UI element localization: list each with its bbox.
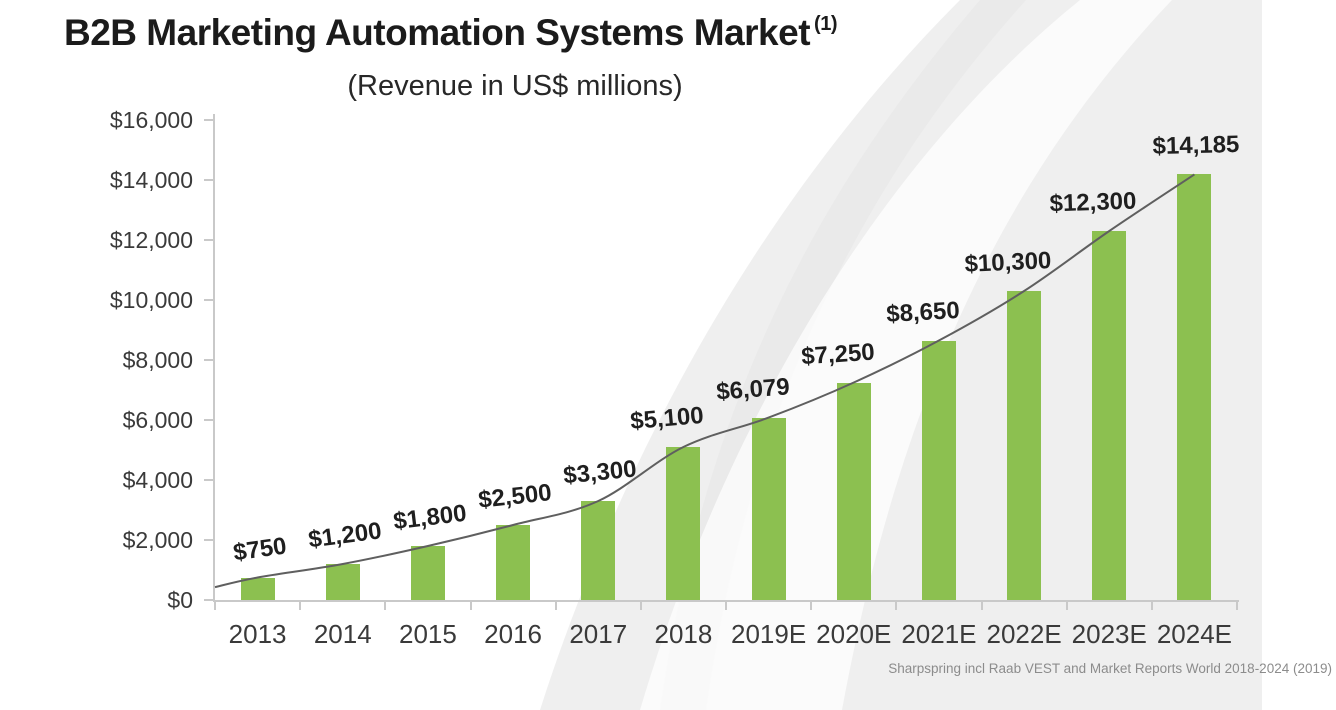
bar-value-label: $7,250 [800, 338, 876, 370]
x-tick [384, 602, 387, 610]
y-tick [204, 119, 213, 121]
x-tick-label: 2016 [484, 619, 542, 649]
bar-2020E [836, 382, 871, 600]
x-tick [1150, 602, 1153, 610]
x-tick-label: 2023E [1071, 619, 1147, 649]
x-tick-label: 2015 [398, 619, 457, 649]
bar-2013 [240, 577, 275, 600]
x-tick-label: 2017 [569, 619, 628, 649]
source-citation: Sharpspring incl Raab VEST and Market Re… [888, 661, 1332, 676]
y-axis [213, 114, 215, 602]
y-tick [204, 239, 213, 241]
bar-2023E [1092, 231, 1127, 600]
y-tick-label: $16,000 [109, 107, 193, 133]
x-tick-label: 2022E [986, 619, 1062, 649]
bar-value-label: $8,650 [885, 296, 961, 328]
x-tick-label: 2020E [816, 619, 892, 649]
bar-2024E [1177, 174, 1212, 600]
y-tick-label: $4,000 [122, 467, 193, 493]
bar-2021E [921, 340, 956, 600]
bar-value-label: $14,185 [1152, 131, 1241, 161]
x-tick [554, 602, 557, 610]
bar-2022E [1007, 291, 1042, 600]
title-footnote-marker: (1) [814, 12, 837, 35]
x-tick-label: 2024E [1156, 619, 1232, 649]
y-tick [204, 179, 213, 181]
page-title-text: B2B Marketing Automation Systems Market [64, 12, 811, 53]
y-tick [204, 419, 213, 421]
x-tick [980, 602, 983, 610]
y-tick-label: $10,000 [109, 287, 193, 313]
y-tick-label: $2,000 [122, 527, 193, 553]
y-tick [204, 299, 213, 301]
y-tick-label: $0 [167, 587, 193, 613]
x-tick [469, 602, 472, 610]
x-tick-label: 2021E [901, 619, 977, 649]
x-tick [725, 602, 727, 610]
x-tick [639, 602, 642, 610]
x-tick-label: 2014 [313, 619, 372, 649]
x-tick [810, 602, 813, 610]
x-tick [299, 602, 302, 610]
x-tick-label: 2013 [228, 619, 287, 649]
y-tick-label: $8,000 [122, 347, 193, 373]
bar-2019E [751, 417, 786, 600]
page-title: B2B Marketing Automation Systems Market(… [64, 12, 837, 54]
bar-2014 [325, 564, 360, 600]
y-tick-label: $12,000 [109, 227, 193, 253]
x-tick [1236, 602, 1238, 610]
y-tick [204, 479, 213, 481]
bar-value-label: $12,300 [1049, 187, 1138, 218]
x-tick [1065, 602, 1068, 610]
y-tick-label: $14,000 [109, 167, 193, 193]
x-tick [214, 602, 216, 610]
x-tick-label: 2018 [654, 619, 713, 649]
bar-2015 [410, 546, 445, 600]
y-tick [204, 359, 213, 361]
x-axis [213, 600, 1239, 602]
x-tick-label: 2019E [730, 619, 807, 649]
bar-2016 [496, 525, 531, 600]
bar-2017 [581, 501, 616, 600]
chart-subtitle: (Revenue in US$ millions) [347, 70, 683, 102]
y-tick [204, 539, 213, 541]
y-tick-label: $6,000 [122, 407, 193, 433]
x-tick [895, 602, 898, 610]
bar-value-label: $10,300 [964, 247, 1052, 278]
y-tick [204, 599, 213, 601]
